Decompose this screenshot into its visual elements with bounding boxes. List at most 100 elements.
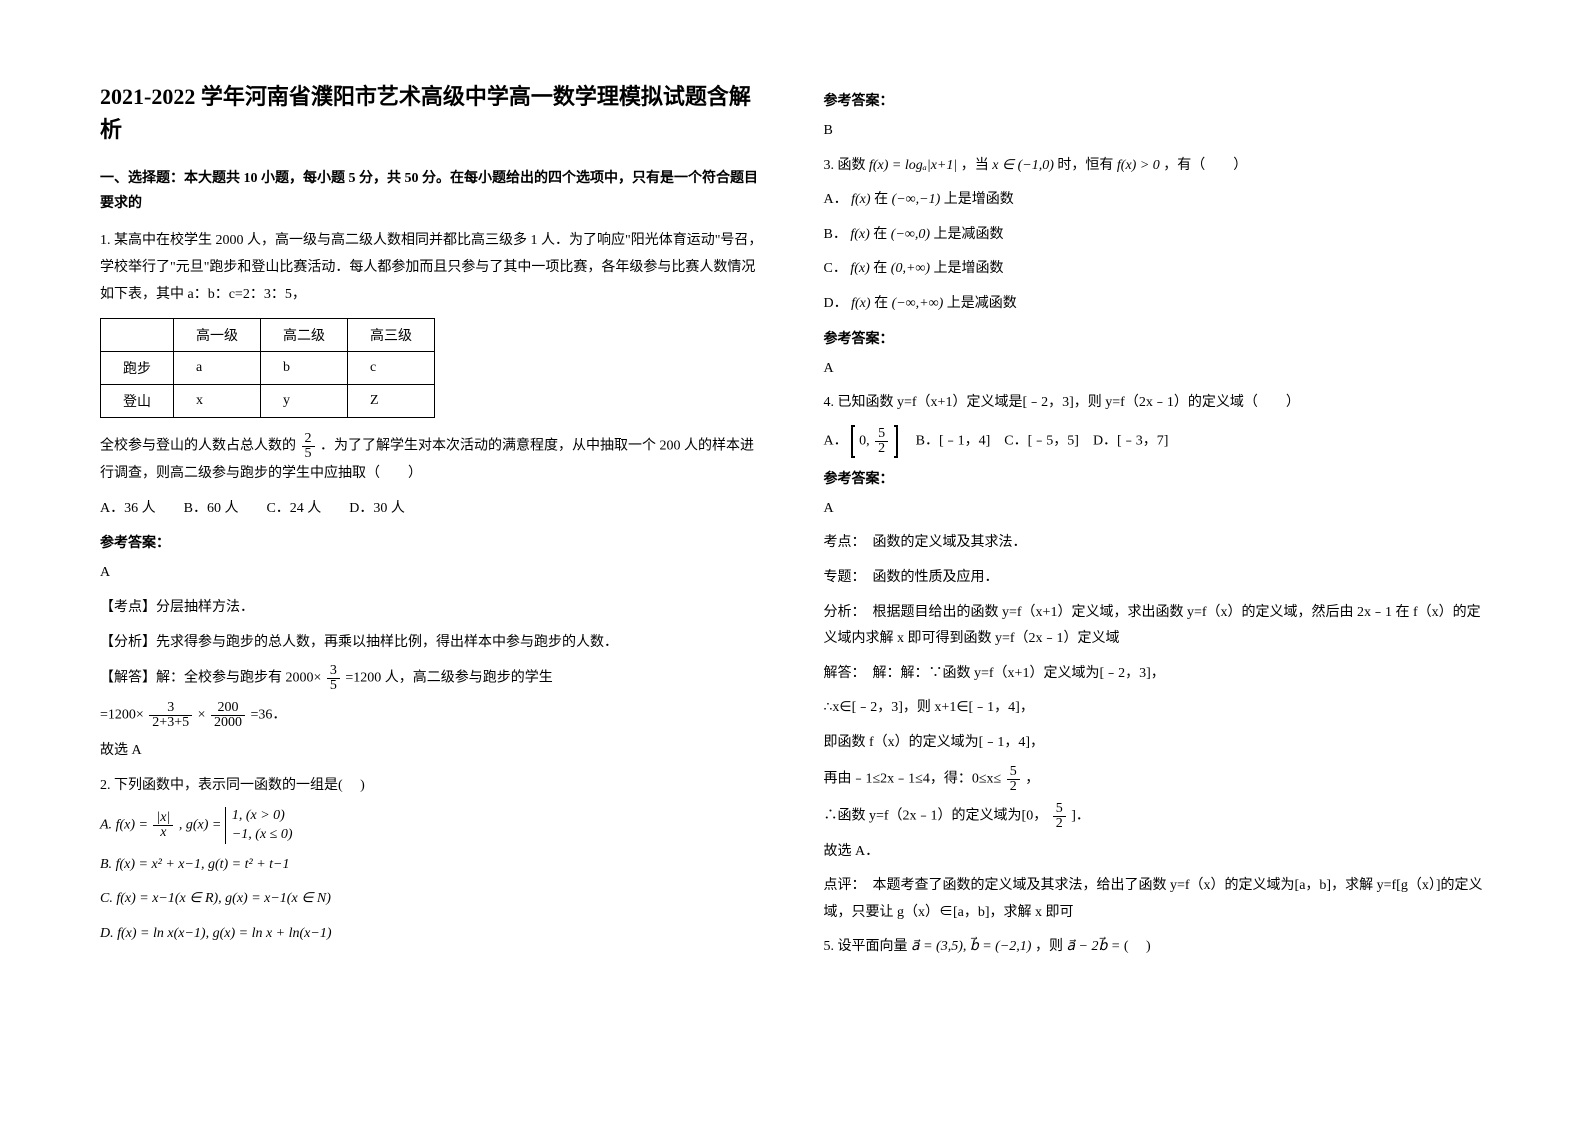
table-cell: b <box>261 352 348 385</box>
fraction: 5 2 <box>875 427 888 456</box>
q3-stem: 3. 函数 f(x) = logₐ|x+1| ，当 x ∈ (−1,0) 时，恒… <box>824 153 1488 180</box>
text: =1200× <box>100 708 144 723</box>
text: D． <box>824 296 848 311</box>
text: f(x) = x−1(x ∈ R), g(x) = x−1(x ∈ N) <box>116 891 331 906</box>
text: ]． <box>1071 808 1090 823</box>
text: 0 <box>859 433 866 448</box>
q2-optC: C. f(x) = x−1(x ∈ R), g(x) = x−1(x ∈ N) <box>100 886 764 913</box>
q1-kaodian: 【考点】分层抽样方法． <box>100 595 764 622</box>
q1-stem2: 全校参与登山的人数占总人数的 2 5 ．为了了解学生对本次活动的满意程度，从中抽… <box>100 432 764 488</box>
formula: (−∞,0) <box>891 227 930 242</box>
q3-answer: A <box>824 356 1488 383</box>
fraction: 5 2 <box>1053 802 1066 831</box>
q1-table: 高一级 高二级 高三级 跑步 a b c 登山 x y Z <box>100 318 435 418</box>
table-cell: 高二级 <box>261 319 348 352</box>
text: A． <box>824 192 848 207</box>
formula: f(x) > 0 <box>1117 158 1160 173</box>
page: 2021-2022 学年河南省濮阳市艺术高级中学高一数学理模拟试题含解析 一、选… <box>0 0 1587 1049</box>
answer-label: 参考答案： <box>100 532 764 552</box>
q1-answer: A <box>100 560 764 587</box>
denominator: x <box>153 826 173 840</box>
formula: a⃗ = (3,5), b⃗ = (−2,1) <box>911 939 1031 954</box>
table-cell: c <box>348 352 435 385</box>
piecewise: 1, (x > 0) −1, (x ≤ 0) <box>225 807 293 843</box>
piece: 1, (x > 0) <box>232 807 293 825</box>
text: ， <box>1025 771 1039 786</box>
numerator: |x| <box>153 811 173 826</box>
table-cell: 登山 <box>101 385 174 418</box>
text: 上是增函数 <box>934 261 1004 276</box>
denominator: 2 <box>875 442 888 456</box>
numerator: 200 <box>211 701 245 716</box>
section-header: 一、选择题：本大题共 10 小题，每小题 5 分，共 50 分。在每小题给出的四… <box>100 166 764 216</box>
text: 全校参与登山的人数占总人数的 <box>100 439 296 454</box>
q2-answer: B <box>824 118 1488 145</box>
text: A． <box>824 433 848 448</box>
q1-jieda1: 【解答】解：全校参与跑步有 2000× 3 5 =1200 人，高二级参与跑步的… <box>100 664 764 693</box>
table-cell: 高一级 <box>174 319 261 352</box>
text: B． <box>824 227 847 242</box>
answer-label: 参考答案： <box>824 90 1488 110</box>
numerator: 3 <box>327 664 340 679</box>
text: ∴函数 y=f（2x﹣1）的定义域为[0， <box>824 808 1048 823</box>
q1-fenxi: 【分析】先求得参与跑步的总人数，再乘以抽样比例，得出样本中参与跑步的人数． <box>100 630 764 657</box>
q4-l1: 考点： 函数的定义域及其求法． <box>824 530 1488 557</box>
fraction: 2 5 <box>302 432 315 461</box>
denominator: 5 <box>327 679 340 693</box>
answer-label: 参考答案： <box>824 468 1488 488</box>
q4-l10: 点评： 本题考查了函数的定义域及其求法，给出了函数 y=f（x）的定义域为[a，… <box>824 873 1488 926</box>
table-row: 高一级 高二级 高三级 <box>101 319 435 352</box>
denominator: 2+3+5 <box>149 716 192 730</box>
text: 3. 函数 <box>824 158 866 173</box>
answer-label: 参考答案： <box>824 328 1488 348</box>
formula: (−∞,+∞) <box>892 296 944 311</box>
q4-l2: 专题： 函数的性质及应用． <box>824 565 1488 592</box>
text: ，有（ ） <box>1163 158 1247 173</box>
q4-l5: ∴x∈[﹣2，3]，则 x+1∈[﹣1，4]， <box>824 695 1488 722</box>
q4-l8: ∴函数 y=f（2x﹣1）的定义域为[0， 5 2 ]． <box>824 802 1488 831</box>
denominator: 2 <box>1007 780 1020 794</box>
formula: f(x) = logₐ|x+1| <box>869 158 957 173</box>
table-cell: x <box>174 385 261 418</box>
numerator: 5 <box>875 427 888 442</box>
table-cell: 跑步 <box>101 352 174 385</box>
formula: f(x) <box>851 192 870 207</box>
q1-stem: 1. 某高中在校学生 2000 人，高一级与高二级人数相同并都比高三级多 1 人… <box>100 228 764 308</box>
interval: 0, 5 2 <box>851 425 898 458</box>
text: ，当 <box>961 158 989 173</box>
q4-l3: 分析： 根据题目给出的函数 y=f（x+1）定义域，求出函数 y=f（x）的定义… <box>824 600 1488 653</box>
numerator: 5 <box>1053 802 1066 817</box>
table-row: 跑步 a b c <box>101 352 435 385</box>
q4-answer: A <box>824 496 1488 523</box>
numerator: 5 <box>1007 765 1020 780</box>
q4-l4: 解答： 解：解：∵函数 y=f（x+1）定义域为[﹣2，3]， <box>824 661 1488 688</box>
q4-stem: 4. 已知函数 y=f（x+1）定义域是[﹣2，3]，则 y=f（2x﹣1）的定… <box>824 390 1488 417</box>
text: B．[﹣1，4] C．[﹣5，5] D．[﹣3，7] <box>902 433 1169 448</box>
text: 上是增函数 <box>944 192 1014 207</box>
table-cell: 高三级 <box>348 319 435 352</box>
numerator: 2 <box>302 432 315 447</box>
text: × <box>198 708 206 723</box>
text: ( ) <box>1124 939 1151 954</box>
q4-l6: 即函数 f（x）的定义域为[﹣1，4]， <box>824 730 1488 757</box>
text: 在 <box>873 227 887 242</box>
q1-options: A．36 人 B．60 人 C．24 人 D．30 人 <box>100 496 764 523</box>
q4-l7: 再由﹣1≤2x﹣1≤4，得：0≤x≤ 5 2 ， <box>824 765 1488 794</box>
text: 在 <box>874 192 888 207</box>
q3-optB: B． f(x) 在 (−∞,0) 上是减函数 <box>824 222 1488 249</box>
q2-optD: D. f(x) = ln x(x−1), g(x) = ln x + ln(x−… <box>100 921 764 948</box>
text: 上是减函数 <box>934 227 1004 242</box>
text: f(x) = ln x(x−1), g(x) = ln x + ln(x−1) <box>117 926 331 941</box>
text: =1200 人，高二级参与跑步的学生 <box>345 671 552 686</box>
text: C． <box>824 261 847 276</box>
formula: f(x) <box>850 227 869 242</box>
text: 时，恒有 <box>1057 158 1113 173</box>
text: f(x) = <box>116 818 152 833</box>
left-column: 2021-2022 学年河南省濮阳市艺术高级中学高一数学理模拟试题含解析 一、选… <box>100 80 764 969</box>
formula: (0,+∞) <box>891 261 930 276</box>
q1-jieda2: =1200× 3 2+3+5 × 200 2000 =36． <box>100 701 764 730</box>
q5-stem: 5. 设平面向量 a⃗ = (3,5), b⃗ = (−2,1) ，则 a⃗ −… <box>824 934 1488 961</box>
fraction: |x| x <box>153 811 173 840</box>
q3-optD: D． f(x) 在 (−∞,+∞) 上是减函数 <box>824 291 1488 318</box>
text: ，则 <box>1035 939 1063 954</box>
